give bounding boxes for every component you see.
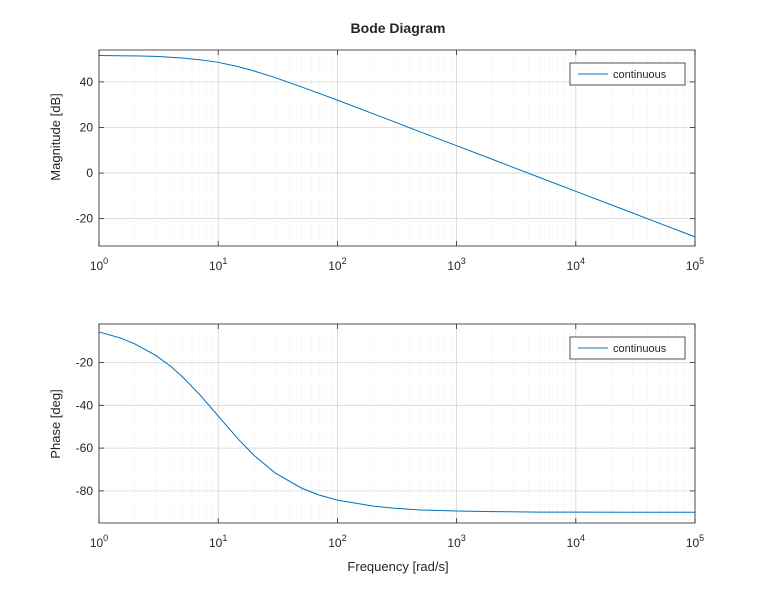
phase-series-continuous bbox=[98, 331, 696, 513]
magnitude-series-continuous bbox=[98, 54, 696, 238]
y-tick-label: 20 bbox=[80, 120, 94, 134]
y-tick-label: 0 bbox=[86, 166, 93, 180]
frequency-xlabel: Frequency [rad/s] bbox=[347, 559, 448, 574]
legend-label: continuous bbox=[613, 69, 667, 81]
x-tick-label: 104 bbox=[567, 256, 585, 273]
legend-box bbox=[569, 336, 686, 360]
x-tick-label: 102 bbox=[328, 256, 346, 273]
phase-axes-box bbox=[98, 323, 696, 524]
legend-box bbox=[569, 62, 686, 86]
legend-label: continuous bbox=[613, 343, 667, 355]
phase-ylabel: Phase [deg] bbox=[48, 389, 63, 458]
x-tick-label: 101 bbox=[209, 533, 227, 550]
y-tick-label: -40 bbox=[76, 398, 94, 412]
x-tick-label: 102 bbox=[328, 533, 346, 550]
magnitude-ylabel: Magnitude [dB] bbox=[48, 93, 63, 180]
x-tick-label: 103 bbox=[447, 256, 465, 273]
magnitude-legend: continuous bbox=[569, 62, 686, 86]
phase-axes: 100 101 102 103 104 105 -20 -40 -60 -80 continuous bbox=[76, 323, 704, 550]
y-tick-label: 40 bbox=[80, 75, 94, 89]
y-tick-label: -80 bbox=[76, 484, 94, 498]
y-tick-label: -20 bbox=[76, 356, 94, 370]
x-tick-label: 101 bbox=[209, 256, 227, 273]
magnitude-axes: 100 101 102 103 104 105 40 20 0 -20 continuous bbox=[76, 49, 704, 273]
magnitude-axes-box bbox=[98, 49, 696, 247]
chart-title: Bode Diagram bbox=[351, 20, 446, 36]
y-tick-label: -20 bbox=[76, 212, 94, 226]
y-tick-label: -60 bbox=[76, 441, 94, 455]
x-tick-label: 105 bbox=[686, 533, 704, 550]
phase-legend: continuous bbox=[569, 336, 686, 360]
x-tick-label: 105 bbox=[686, 256, 704, 273]
x-tick-label: 104 bbox=[567, 533, 585, 550]
x-tick-label: 100 bbox=[90, 256, 108, 273]
x-tick-label: 100 bbox=[90, 533, 108, 550]
x-tick-label: 103 bbox=[447, 533, 465, 550]
